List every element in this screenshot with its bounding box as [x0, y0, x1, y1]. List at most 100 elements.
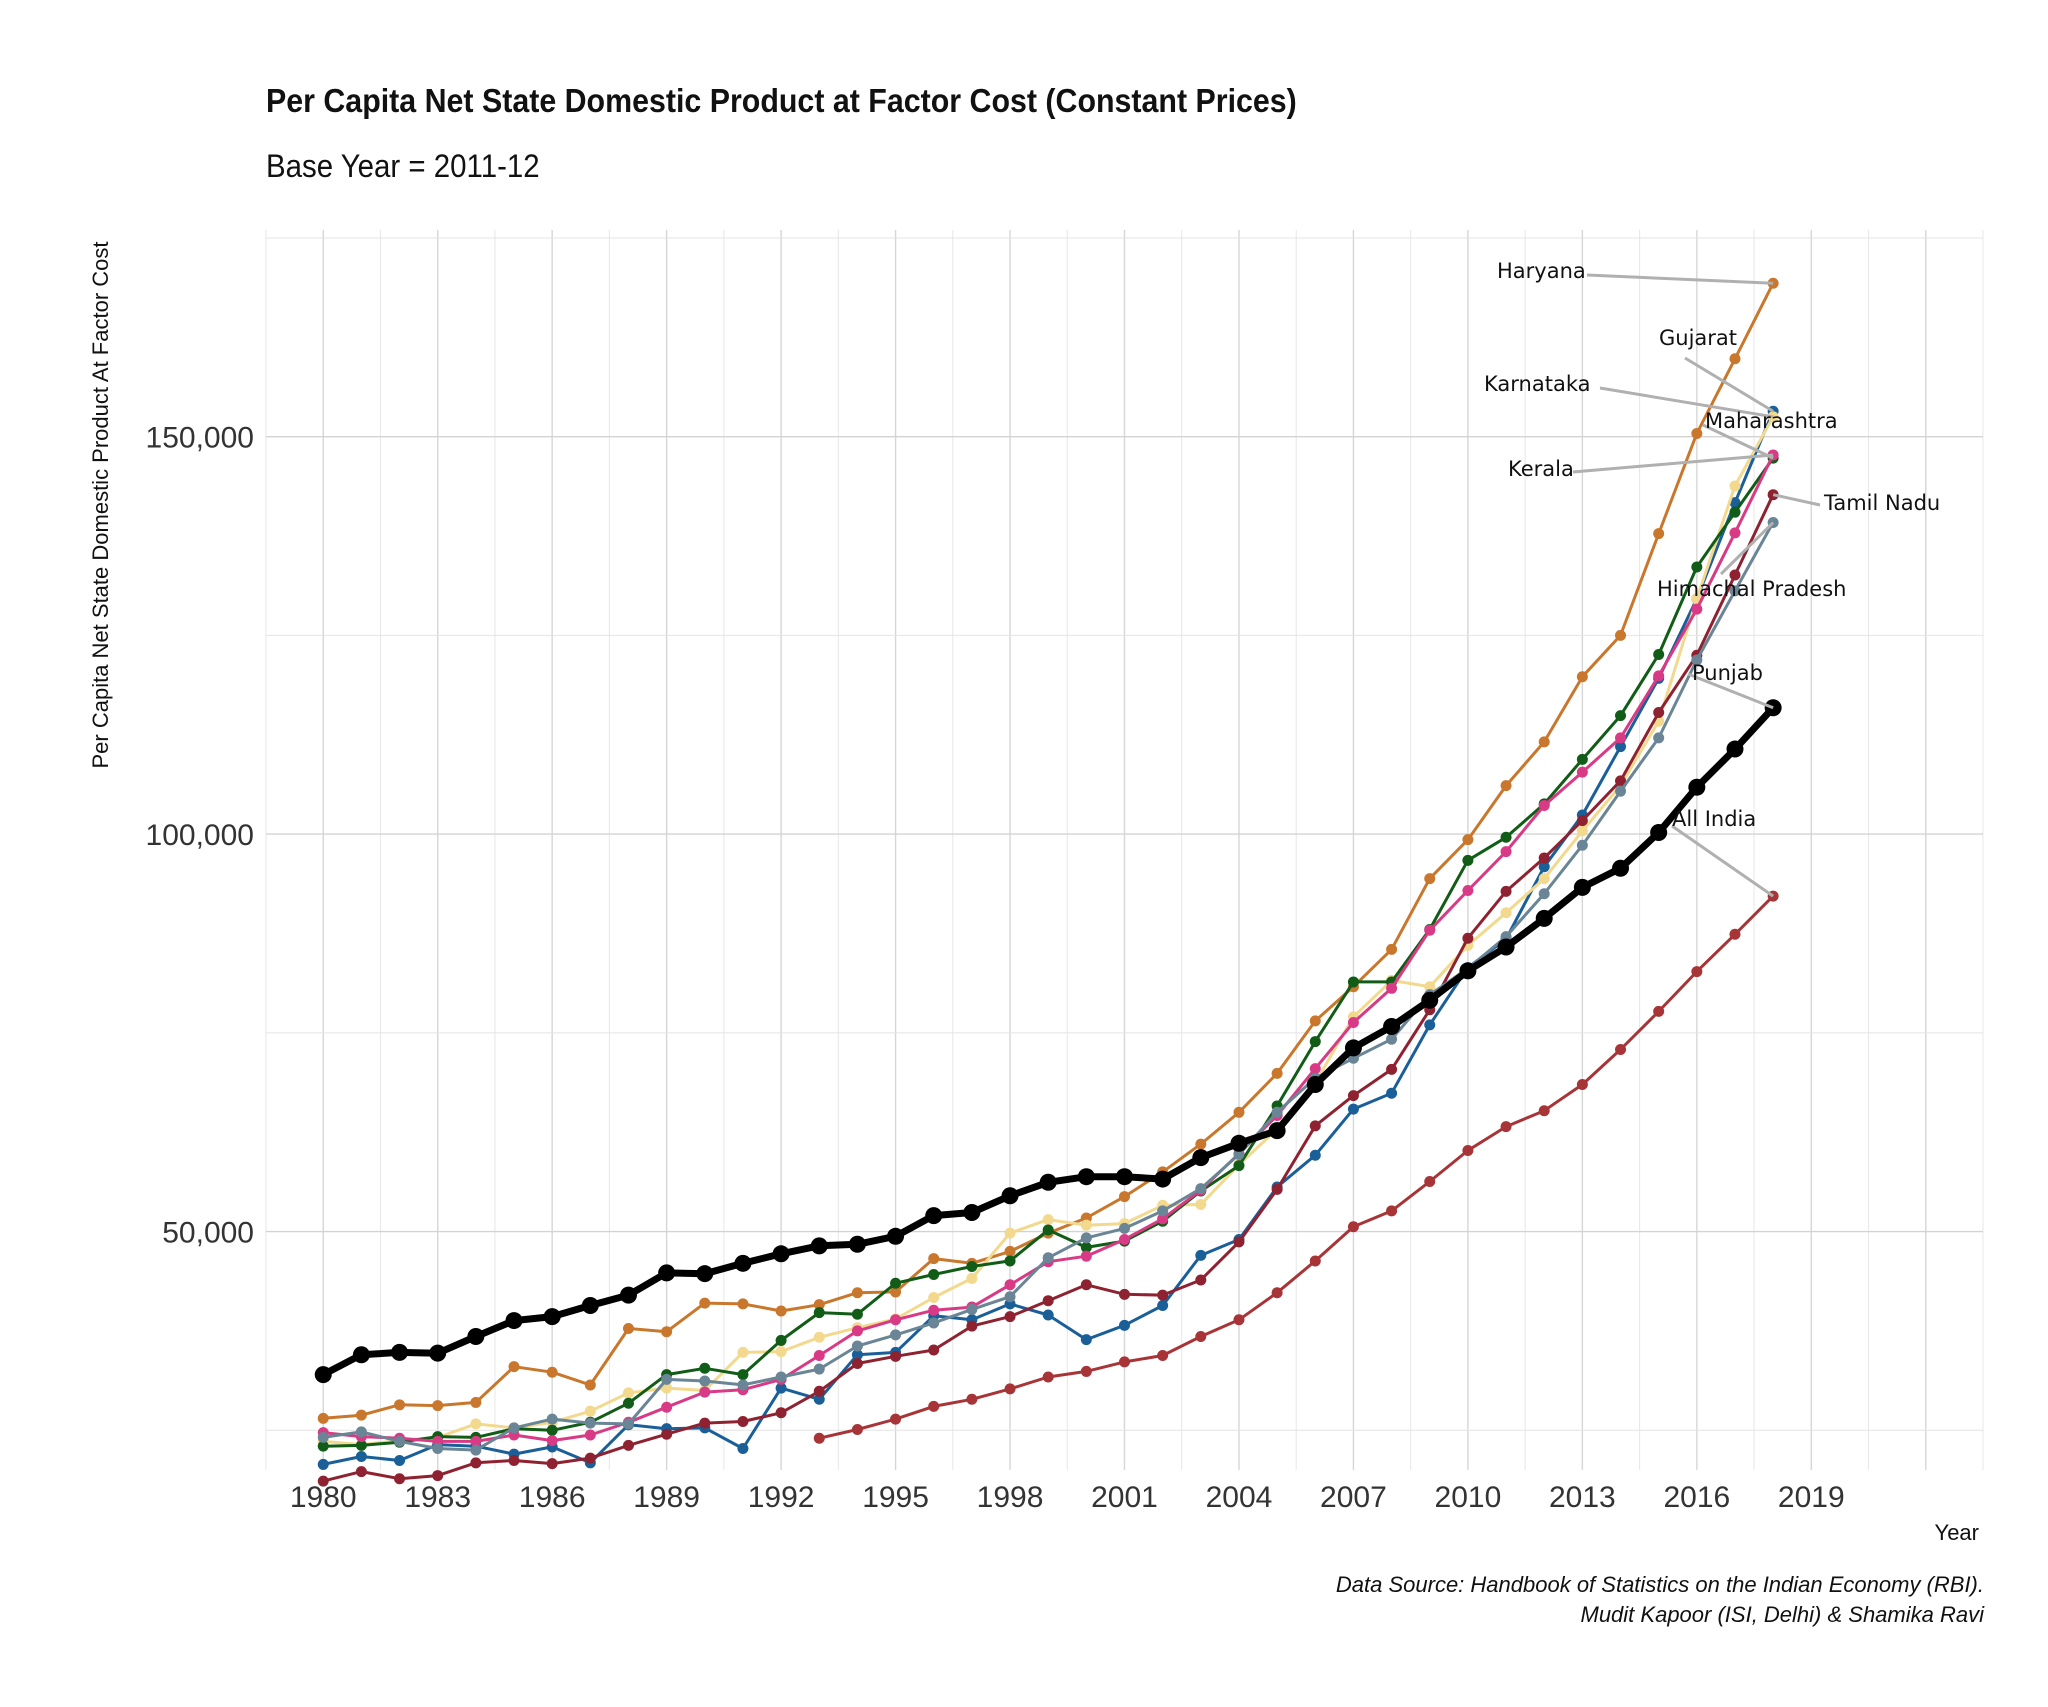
data-point [1233, 1160, 1245, 1172]
data-point [775, 1371, 787, 1383]
data-point [925, 1207, 943, 1225]
data-point [1538, 861, 1550, 873]
data-point [1233, 1106, 1245, 1118]
data-point [1386, 943, 1398, 955]
x-tick-label: 2013 [1549, 1481, 1616, 1514]
annotation-leader-line [1586, 273, 1774, 285]
data-point [391, 1343, 409, 1361]
data-point [1424, 1175, 1436, 1187]
x-tick-label: 2001 [1091, 1481, 1158, 1514]
data-point [432, 1470, 444, 1482]
caption-authors: Mudit Kapoor (ISI, Delhi) & Shamika Ravi [1580, 1602, 1985, 1627]
data-point [699, 1297, 711, 1309]
data-point [813, 1432, 825, 1444]
data-point [661, 1382, 673, 1394]
data-point [317, 1412, 329, 1424]
data-point [1691, 603, 1703, 615]
data-point [775, 1407, 787, 1419]
data-point [1347, 1016, 1359, 1028]
data-point [1538, 852, 1550, 864]
data-point [810, 1237, 828, 1255]
data-point [355, 1409, 367, 1421]
data-point [1119, 1233, 1130, 1245]
y-tick-label: 100,000 [146, 819, 254, 852]
data-point [1119, 1288, 1130, 1300]
data-point [1080, 1365, 1092, 1377]
data-point [928, 1304, 940, 1316]
data-point [1729, 353, 1741, 365]
data-point [1576, 766, 1588, 778]
data-point [887, 1227, 905, 1245]
data-point [1157, 1205, 1169, 1217]
y-tick-label: 50,000 [162, 1217, 254, 1250]
data-point [470, 1444, 482, 1456]
data-point [1157, 1213, 1169, 1225]
data-point [505, 1312, 523, 1330]
data-point [1119, 1356, 1130, 1368]
data-point [1080, 1241, 1092, 1253]
data-point [1729, 585, 1741, 597]
data-point [1612, 859, 1630, 877]
series-annotations: Haryana Gujarat Karnataka Maharashtra Kerala… [1484, 259, 1940, 898]
data-point [1119, 1319, 1130, 1331]
data-point [1729, 527, 1741, 539]
x-tick-label: 1983 [404, 1481, 471, 1514]
data-point [661, 1326, 673, 1338]
annotation-leader-line [1671, 824, 1774, 898]
data-point [1042, 1371, 1054, 1383]
data-point [1080, 1219, 1092, 1231]
data-point [699, 1386, 711, 1398]
data-point [1729, 569, 1741, 581]
data-point [1004, 1279, 1016, 1291]
data-point [699, 1375, 711, 1387]
data-point [1004, 1311, 1016, 1323]
data-point [890, 1314, 902, 1326]
x-tick-label: 2010 [1435, 1481, 1502, 1514]
data-point [355, 1466, 367, 1478]
data-point [775, 1305, 787, 1317]
data-point [1462, 1144, 1474, 1156]
data-point [1691, 654, 1703, 666]
caption-source: Data Source: Handbook of Statistics on t… [1335, 1572, 1984, 1597]
data-point [1233, 1236, 1245, 1248]
data-point [851, 1423, 863, 1435]
data-point [1309, 1255, 1321, 1267]
data-point [1500, 780, 1512, 792]
data-point [581, 1296, 599, 1314]
data-point [1726, 740, 1744, 758]
annotation-leader-line [1687, 672, 1774, 710]
data-point [966, 1303, 978, 1315]
data-point [1195, 1330, 1207, 1342]
data-point [1042, 1252, 1054, 1264]
data-point [1459, 962, 1477, 980]
data-point [1615, 732, 1627, 744]
data-point [1195, 1199, 1207, 1211]
data-point [1386, 1205, 1398, 1217]
data-point [1077, 1168, 1095, 1186]
annotation-leader-line [1772, 493, 1821, 507]
data-point [775, 1334, 787, 1346]
series [314, 277, 1782, 1487]
data-point [1538, 736, 1550, 748]
data-point [1615, 629, 1627, 641]
data-point [966, 1272, 978, 1284]
series-punjab [314, 699, 1782, 1384]
data-point [890, 1277, 902, 1289]
data-point [1306, 1075, 1324, 1093]
data-point [928, 1268, 940, 1280]
data-point [1192, 1149, 1210, 1167]
data-point [1424, 981, 1436, 993]
data-point [1535, 909, 1553, 927]
data-point [661, 1401, 673, 1413]
data-point [813, 1363, 825, 1375]
grid [265, 230, 1984, 1470]
data-point [813, 1350, 825, 1362]
data-point [890, 1286, 902, 1298]
data-point [1157, 1289, 1169, 1301]
data-point [1195, 1183, 1207, 1195]
data-point [317, 1440, 329, 1452]
series-karnataka [317, 411, 1779, 1451]
series-line [321, 705, 1776, 1378]
x-tick-label: 2016 [1663, 1481, 1730, 1514]
annotation-label: Maharashtra [1705, 409, 1838, 433]
